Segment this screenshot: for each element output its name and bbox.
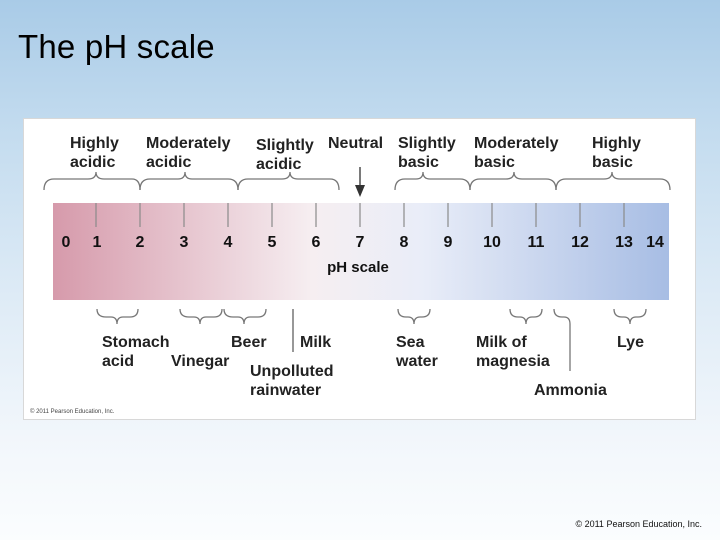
marker-sea-water — [397, 308, 431, 325]
ph-value-8: 8 — [399, 234, 409, 251]
marker-milk-of-magnesia — [509, 308, 543, 325]
label-neutral: Neutral — [328, 135, 384, 152]
marker-stomach-acid — [96, 308, 139, 325]
ph-value-0: 0 — [61, 234, 71, 251]
brace-moderately-acidic — [139, 171, 239, 191]
ph-value-12: 12 — [571, 234, 589, 251]
brace-moderately-basic — [469, 171, 557, 191]
example-markers — [96, 308, 647, 371]
marker-vinegar — [179, 308, 223, 325]
ph-scale-figure: Highly acidic Moderately acidic Slightly… — [23, 118, 696, 420]
marker-lye — [613, 308, 647, 325]
ph-value-14: 14 — [646, 234, 664, 251]
label-moderately-acidic: Moderately acidic — [146, 135, 231, 171]
example-unpolluted-rainwater: Unpolluted rainwater — [250, 363, 334, 399]
label-moderately-basic: Moderately basic — [474, 135, 559, 171]
example-beer: Beer — [231, 334, 267, 351]
example-sea-water: Sea water — [396, 334, 438, 370]
example-milk-of-magnesia: Milk of magnesia — [476, 334, 550, 370]
ph-scale-graphic — [43, 167, 671, 371]
ph-value-9: 9 — [443, 234, 453, 251]
category-braces — [43, 171, 671, 191]
neutral-arrow — [355, 167, 365, 197]
marker-beer — [223, 308, 267, 325]
ph-scale-bar — [53, 203, 669, 300]
ph-value-4: 4 — [223, 234, 233, 251]
ph-value-7: 7 — [355, 234, 365, 251]
ph-value-1: 1 — [92, 234, 102, 251]
label-slightly-basic: Slightly basic — [398, 135, 456, 171]
marker-ammonia — [553, 308, 571, 371]
ph-value-2: 2 — [135, 234, 145, 251]
example-milk: Milk — [300, 334, 332, 351]
brace-slightly-basic — [394, 171, 471, 191]
example-lye: Lye — [617, 334, 644, 351]
ph-value-10: 10 — [483, 234, 501, 251]
example-ammonia: Ammonia — [534, 382, 607, 399]
example-stomach-acid: Stomach acid — [102, 334, 170, 370]
brace-slightly-acidic — [237, 171, 340, 191]
ph-scale-title: pH scale — [327, 259, 389, 276]
label-highly-acidic: Highly acidic — [70, 135, 119, 171]
example-vinegar: Vinegar — [171, 353, 230, 370]
label-highly-basic: Highly basic — [592, 135, 641, 171]
slide-copyright: © 2011 Pearson Education, Inc. — [575, 519, 702, 529]
ph-value-3: 3 — [179, 234, 189, 251]
scale-ticks — [95, 203, 625, 227]
figure-copyright: © 2011 Pearson Education, Inc. — [30, 409, 115, 415]
slide-title: The pH scale — [18, 28, 215, 65]
ph-value-11: 11 — [527, 234, 545, 251]
brace-highly-basic — [555, 171, 671, 191]
ph-value-5: 5 — [267, 234, 277, 251]
label-slightly-acidic: Slightly acidic — [256, 137, 314, 173]
ph-value-6: 6 — [311, 234, 321, 251]
brace-highly-acidic — [43, 171, 141, 191]
ph-value-13: 13 — [615, 234, 633, 251]
